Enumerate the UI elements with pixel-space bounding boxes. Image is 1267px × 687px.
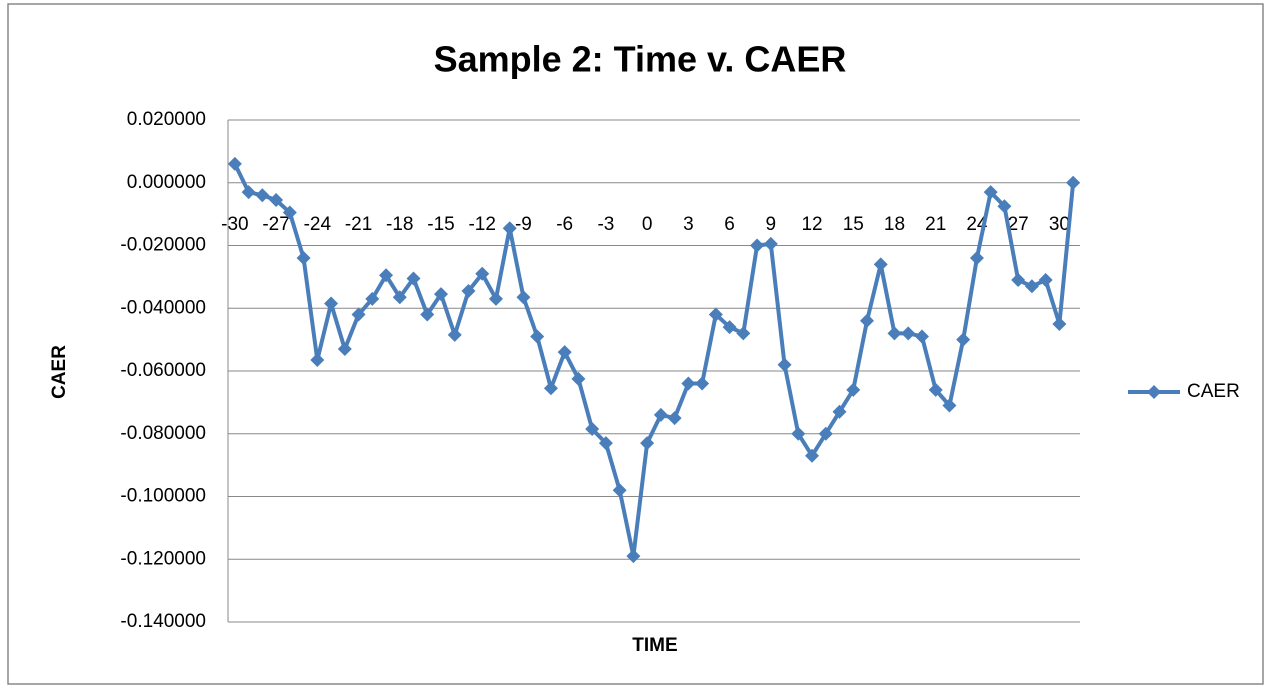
point	[969, 251, 984, 266]
point	[667, 411, 682, 426]
x-tick-label: 30	[1049, 214, 1070, 235]
point	[956, 332, 971, 347]
point	[571, 371, 586, 386]
point	[255, 188, 270, 203]
point	[722, 320, 737, 335]
y-tick-label: 0.020000	[127, 109, 206, 130]
point	[598, 436, 613, 451]
point	[557, 345, 572, 360]
point	[805, 448, 820, 463]
point	[640, 436, 655, 451]
point	[585, 422, 600, 437]
point	[1038, 273, 1053, 288]
x-tick-label: -3	[597, 214, 614, 235]
point	[434, 287, 448, 302]
point	[530, 329, 545, 344]
point	[708, 307, 723, 322]
point	[269, 193, 284, 208]
point	[488, 291, 503, 306]
point	[516, 290, 531, 305]
point	[928, 382, 943, 397]
x-tick-label: -9	[515, 214, 532, 235]
point	[914, 329, 929, 344]
point	[324, 296, 339, 311]
point	[777, 357, 792, 372]
x-tick-label: 12	[801, 214, 822, 235]
y-tick-label: 0.000000	[127, 172, 206, 193]
y-tick-label: -0.080000	[120, 423, 206, 444]
point	[241, 185, 256, 200]
point	[392, 290, 407, 305]
point	[873, 257, 888, 272]
legend-marker	[1147, 385, 1161, 399]
x-tick-label: 21	[925, 214, 946, 235]
point	[846, 382, 861, 397]
point	[695, 376, 710, 391]
y-axis-title: CAER	[49, 345, 70, 399]
y-tick-label: -0.060000	[120, 360, 206, 381]
point	[887, 326, 902, 341]
point	[1024, 279, 1039, 294]
x-tick-label: -21	[345, 214, 372, 235]
x-tick-label: -18	[386, 214, 413, 235]
point	[832, 404, 847, 419]
chart-frame	[7, 3, 1264, 685]
point	[626, 549, 641, 564]
point	[612, 483, 627, 498]
point	[282, 205, 297, 220]
point	[447, 327, 462, 342]
point	[860, 313, 874, 328]
y-tick-label: -0.040000	[120, 297, 206, 318]
point	[543, 381, 558, 396]
point	[942, 398, 957, 413]
point	[997, 199, 1012, 214]
point	[337, 342, 352, 357]
chart-title: Sample 2: Time v. CAER	[434, 39, 847, 80]
point	[475, 266, 490, 281]
x-tick-label: 3	[683, 214, 694, 235]
x-tick-label: -15	[427, 214, 454, 235]
point	[420, 307, 435, 322]
x-tick-label: 9	[766, 214, 777, 235]
x-tick-label: 6	[724, 214, 735, 235]
x-tick-label: -12	[468, 214, 495, 235]
point	[365, 291, 380, 306]
point	[1052, 316, 1067, 331]
point	[763, 236, 778, 251]
x-tick-label: -27	[262, 214, 289, 235]
y-tick-label: -0.140000	[120, 611, 206, 632]
point	[296, 251, 311, 266]
point	[736, 326, 751, 341]
point	[227, 156, 242, 171]
point	[901, 326, 916, 341]
x-tick-label: -24	[304, 214, 332, 235]
y-tick-label: -0.020000	[120, 235, 206, 256]
point	[406, 271, 421, 286]
x-tick-label: 27	[1008, 214, 1029, 235]
y-tick-label: -0.120000	[120, 548, 206, 569]
point	[750, 238, 765, 253]
x-tick-label: 18	[884, 214, 905, 235]
point	[461, 283, 476, 298]
point	[791, 426, 806, 441]
point	[502, 221, 517, 236]
legend-label: CAER	[1187, 381, 1240, 402]
point	[818, 426, 833, 441]
point	[310, 353, 325, 368]
point	[983, 185, 998, 200]
x-tick-label: -30	[221, 214, 248, 235]
point	[379, 268, 394, 283]
point	[653, 407, 668, 422]
point	[681, 376, 696, 391]
y-tick-label: -0.100000	[120, 486, 206, 507]
x-tick-label: -6	[556, 214, 573, 235]
point	[351, 307, 366, 322]
x-tick-label: 0	[642, 214, 653, 235]
x-axis-title: TIME	[632, 635, 677, 656]
point	[1066, 175, 1081, 190]
point	[1011, 273, 1026, 288]
x-tick-label: 15	[843, 214, 864, 235]
